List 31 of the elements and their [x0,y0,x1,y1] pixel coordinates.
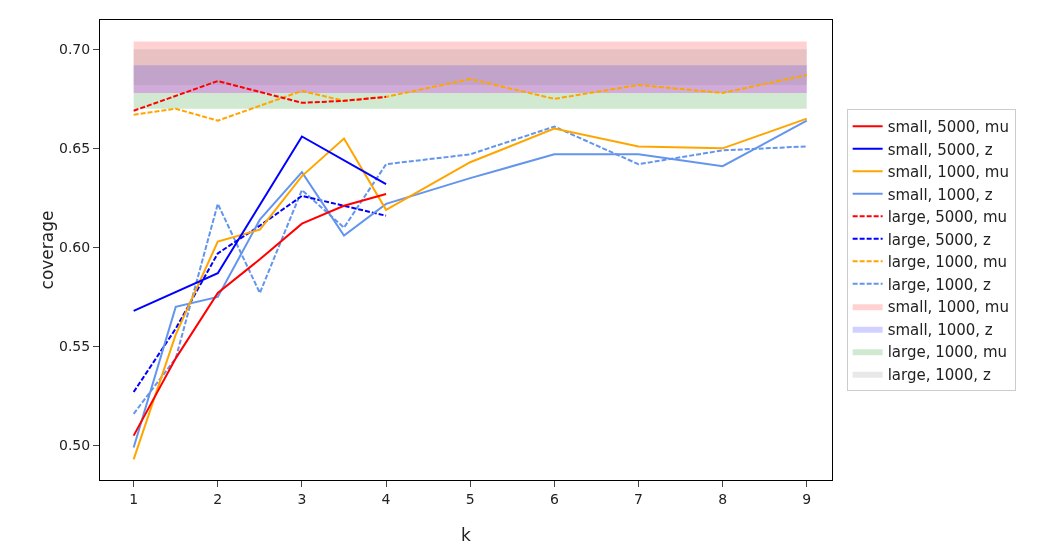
legend-label: large, 1000, mu [887,253,1008,272]
legend-label: small, 1000, mu [887,298,1009,317]
y-tick-label: 0.50 [59,437,91,454]
legend-label: large, 5000, z [887,230,991,249]
legend-label: small, 1000, mu [887,163,1009,182]
legend-label: large, 1000, z [887,275,991,294]
y-axis-title: coverage [37,210,58,290]
legend-label: small, 5000, mu [887,118,1009,137]
y-tick-label: 0.60 [59,239,91,256]
x-tick-label: 3 [297,490,307,507]
y-tick-label: 0.65 [59,140,91,157]
x-tick-label: 2 [213,490,223,507]
legend-label: large, 1000, z [887,365,991,384]
x-tick-label: 9 [802,490,812,507]
legend-label: large, 1000, mu [887,343,1008,362]
x-axis-title: k [461,525,472,545]
line-series [132,74,808,122]
x-tick-label: 4 [381,490,391,507]
x-tick-label: 1 [129,490,139,507]
line-series [132,80,388,112]
legend-label: small, 1000, z [887,185,993,204]
y-tick-label: 0.55 [59,338,91,355]
y-tick-label: 0.70 [59,41,91,58]
line-series [132,192,388,437]
x-tick-label: 7 [634,490,643,507]
legend-label: small, 5000, z [887,140,993,159]
legend-label: large, 5000, mu [887,208,1008,227]
x-tick-label: 6 [549,490,559,507]
x-tick-label: 8 [718,490,728,507]
legend-label: small, 1000, z [887,320,993,339]
x-tick-label: 5 [465,490,475,507]
